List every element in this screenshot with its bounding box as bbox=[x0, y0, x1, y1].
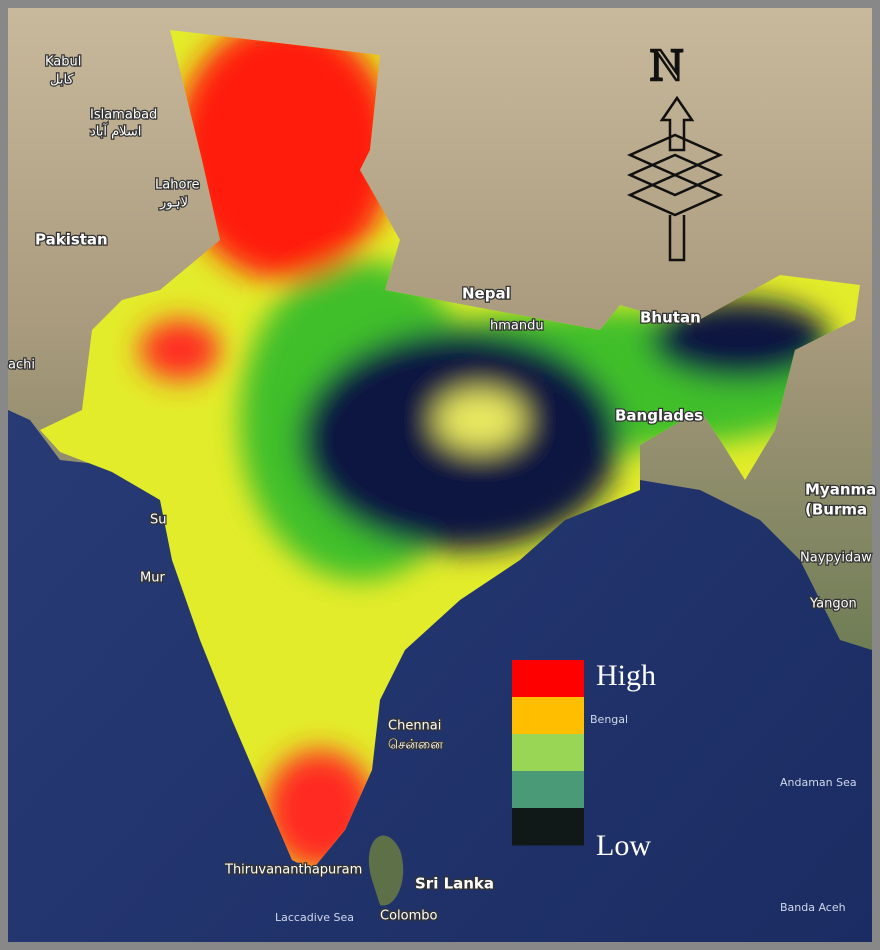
place-label: hmandu bbox=[490, 319, 544, 334]
legend-swatch bbox=[512, 771, 584, 809]
place-label: achi bbox=[8, 358, 35, 373]
place-label: Kabul bbox=[45, 55, 81, 70]
heat-high bbox=[175, 30, 395, 280]
legend-low: Low bbox=[596, 829, 651, 862]
place-label: اسلام آباد bbox=[90, 123, 141, 140]
place-label: کابل bbox=[50, 73, 74, 88]
legend-swatch bbox=[512, 734, 584, 772]
legend-high: High bbox=[596, 659, 656, 692]
place-label: Naypyidaw bbox=[800, 551, 872, 566]
place-label: Pakistan bbox=[35, 231, 108, 249]
place-label: Banda Aceh bbox=[780, 901, 846, 914]
heat-high bbox=[140, 320, 220, 380]
sri-lanka-land bbox=[368, 835, 404, 906]
place-label: சென்னை bbox=[388, 738, 443, 753]
place-label: Bhutan bbox=[640, 309, 701, 327]
place-label: Thiruvananthapuram bbox=[224, 863, 362, 878]
arrow bbox=[659, 95, 695, 152]
place-label: Nepal bbox=[462, 285, 511, 303]
place-label: لاہور bbox=[159, 196, 188, 211]
map-layers bbox=[626, 133, 724, 217]
place-label: Colombo bbox=[380, 909, 438, 924]
heat-mid bbox=[435, 390, 525, 450]
legend-swatch bbox=[512, 808, 584, 846]
place-label: Islamabad bbox=[90, 108, 157, 123]
legend-swatch bbox=[512, 660, 584, 698]
arrow-shaft bbox=[668, 215, 686, 262]
place-label: Myanma bbox=[805, 481, 876, 499]
place-label: Su bbox=[150, 513, 167, 528]
place-label: Mur bbox=[140, 571, 165, 586]
place-label: Lahore bbox=[155, 178, 199, 193]
place-label: (Burma bbox=[805, 501, 867, 519]
place-label: Yangon bbox=[809, 597, 857, 612]
place-label: Bengal bbox=[590, 713, 628, 726]
legend-swatch bbox=[512, 697, 584, 735]
place-label: Laccadive Sea bbox=[275, 911, 354, 924]
compass-letter: N bbox=[650, 39, 683, 90]
place-label: Banglades bbox=[615, 407, 703, 425]
place-label: Andaman Sea bbox=[780, 776, 857, 789]
north-arrow: N bbox=[626, 38, 724, 262]
place-label: Chennai bbox=[388, 719, 441, 734]
place-label: Sri Lanka bbox=[415, 875, 494, 893]
